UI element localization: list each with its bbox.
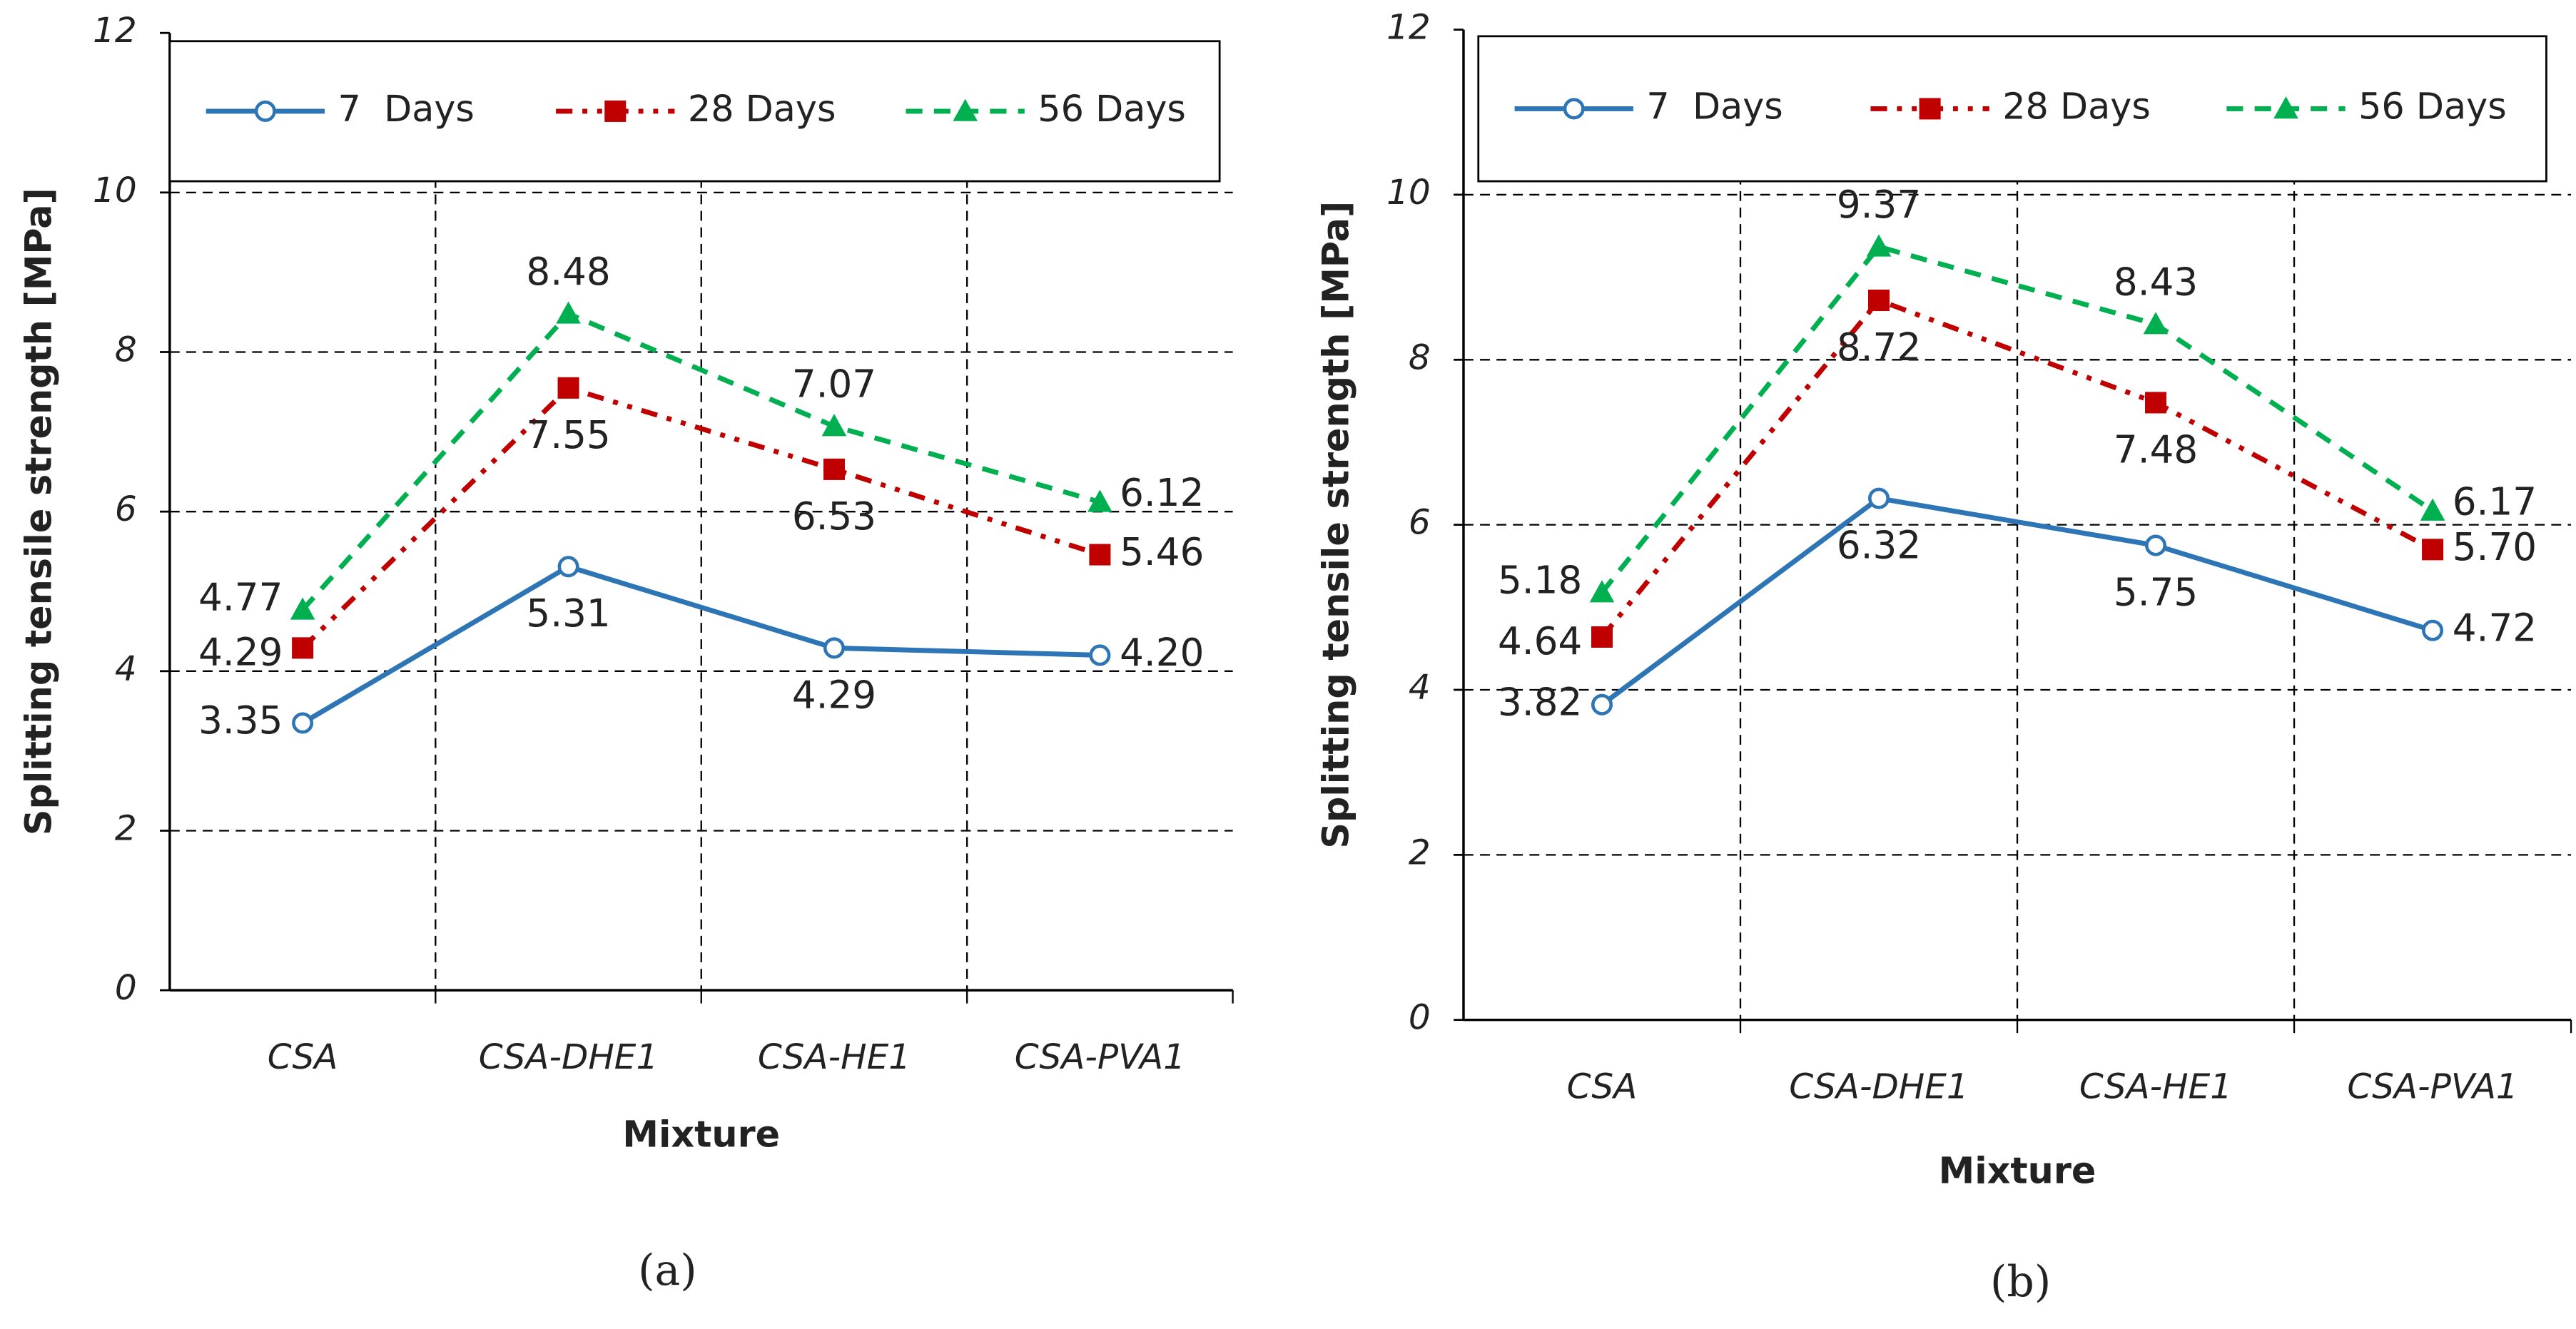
- data-label: 6.53: [792, 494, 876, 539]
- marker: [557, 556, 579, 578]
- data-label: 5.70: [2453, 525, 2537, 569]
- y-tick-label: 4: [115, 649, 137, 689]
- y-tick-label: 0: [1409, 998, 1431, 1038]
- y-tick-label: 2: [1409, 832, 1431, 872]
- y-tick-label: 8: [115, 330, 137, 370]
- x-tick-label: CSA-HE1: [2079, 1067, 2232, 1107]
- marker: [1591, 693, 1613, 716]
- x-tick-label: CSA-PVA1: [1015, 1037, 1185, 1077]
- data-label: 6.17: [2453, 479, 2537, 524]
- series-line: [1600, 495, 2434, 707]
- y-tick-label: 12: [1386, 8, 1431, 48]
- data-label: 5.18: [1498, 558, 1582, 602]
- marker: [1087, 489, 1112, 512]
- marker: [2422, 539, 2444, 561]
- marker: [2422, 619, 2444, 641]
- marker: [1591, 626, 1613, 648]
- marker: [604, 100, 627, 122]
- y-tick-label: 4: [1409, 668, 1431, 708]
- x-tick-label: CSA-HE1: [758, 1037, 911, 1077]
- data-label: 9.37: [1837, 183, 1921, 227]
- marker: [953, 98, 978, 121]
- marker: [823, 458, 845, 480]
- legend-label: 28 Days: [2002, 85, 2151, 127]
- marker: [1866, 234, 1892, 257]
- marker: [290, 597, 315, 620]
- data-label: 3.35: [198, 698, 283, 743]
- x-tick-label: CSA-DHE1: [479, 1037, 659, 1077]
- series-line: [300, 385, 1101, 650]
- caption: (a): [638, 1246, 697, 1295]
- legend-label: 28 Days: [688, 88, 836, 130]
- marker: [1868, 289, 1890, 312]
- data-label: 6.32: [1837, 524, 1921, 568]
- data-label: 3.82: [1498, 680, 1582, 724]
- data-label: 5.31: [526, 591, 610, 636]
- marker: [556, 301, 581, 324]
- marker: [1868, 487, 1890, 509]
- legend-label: 56 Days: [2358, 85, 2507, 127]
- marker: [2273, 96, 2298, 119]
- marker: [2145, 534, 2167, 556]
- legend-label: 56 Days: [1038, 88, 1186, 130]
- y-tick-label: 8: [1409, 337, 1431, 377]
- data-label: 7.07: [792, 362, 876, 407]
- series-line: [1600, 297, 2434, 639]
- marker: [821, 414, 847, 437]
- marker: [1589, 580, 1615, 603]
- marker: [823, 637, 845, 659]
- marker: [2143, 312, 2169, 335]
- data-label: 8.43: [2114, 260, 2198, 305]
- y-axis-title: Splitting tensile strength [MPa]: [18, 188, 60, 835]
- legend-box: [1477, 35, 2547, 183]
- marker: [254, 100, 276, 122]
- legend-box: [168, 40, 1221, 183]
- series-line: [300, 310, 1101, 612]
- marker: [292, 712, 314, 734]
- data-label: 6.12: [1120, 471, 1204, 515]
- y-tick-label: 2: [115, 808, 137, 848]
- y-tick-label: 6: [115, 489, 137, 529]
- legend-label: 7 Days: [338, 88, 474, 130]
- legend-label: 7 Days: [1646, 85, 1783, 127]
- data-label: 4.29: [198, 630, 283, 674]
- marker: [1563, 98, 1585, 120]
- data-label: 7.48: [2114, 427, 2198, 472]
- data-label: 8.48: [526, 250, 610, 294]
- data-label: 5.46: [1120, 530, 1204, 574]
- marker: [1089, 544, 1111, 566]
- data-label: 7.55: [526, 413, 610, 457]
- marker: [1919, 98, 1941, 120]
- data-label: 4.29: [792, 673, 876, 717]
- x-tick-label: CSA: [1567, 1067, 1638, 1107]
- data-label: 8.72: [1837, 325, 1921, 370]
- y-tick-label: 6: [1409, 503, 1431, 543]
- marker: [1089, 644, 1111, 666]
- marker: [2145, 392, 2167, 414]
- data-label: 4.64: [1498, 619, 1582, 663]
- x-tick-label: CSA: [268, 1037, 338, 1077]
- y-tick-label: 0: [115, 968, 137, 1008]
- series-line: [301, 564, 1100, 725]
- x-axis-title: Mixture: [622, 1114, 780, 1156]
- x-tick-label: CSA-DHE1: [1789, 1067, 1969, 1107]
- data-label: 4.77: [198, 575, 283, 619]
- y-tick-label: 10: [1386, 173, 1431, 213]
- marker: [2420, 498, 2445, 521]
- data-label: 5.75: [2114, 570, 2198, 614]
- y-tick-label: 10: [93, 170, 137, 210]
- marker: [292, 637, 314, 659]
- data-label: 4.20: [1120, 631, 1204, 675]
- y-axis-title: Splitting tensile strength [MPa]: [1314, 201, 1357, 849]
- marker: [557, 377, 579, 399]
- series-line: [1600, 243, 2434, 594]
- x-tick-label: CSA-PVA1: [2347, 1067, 2517, 1107]
- caption: (b): [1990, 1257, 2051, 1307]
- data-label: 4.72: [2453, 606, 2537, 650]
- y-tick-label: 12: [93, 11, 137, 51]
- x-axis-title: Mixture: [1939, 1150, 2096, 1192]
